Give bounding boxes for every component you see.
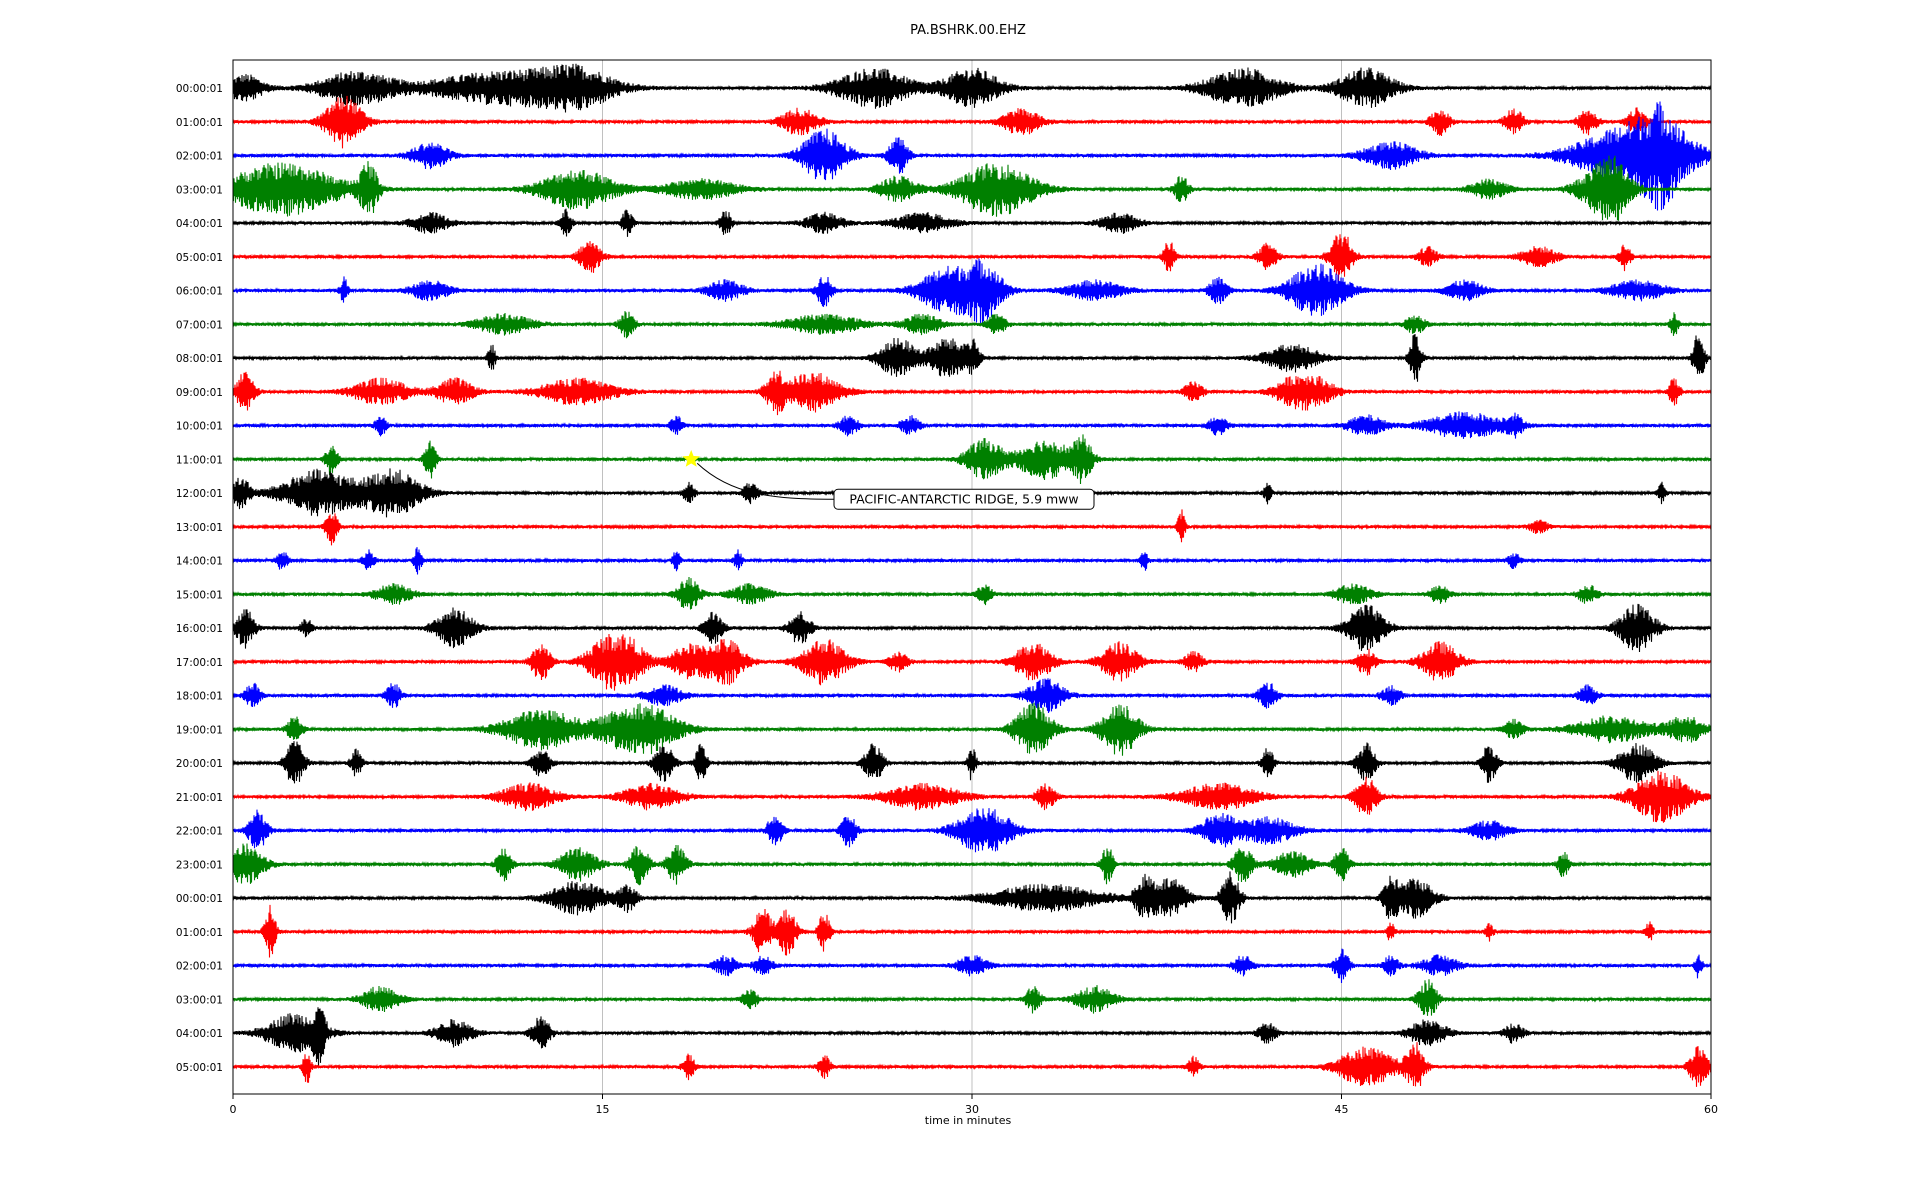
row-time-label: 12:00:01 [176,488,223,500]
trace-row [232,434,1712,484]
x-tick-label: 60 [1704,1103,1718,1116]
trace-row [232,333,1712,382]
row-time-label: 00:00:01 [176,83,223,95]
x-tick-label: 0 [230,1103,237,1116]
trace-row [232,904,1712,958]
trace-row [232,1007,1712,1068]
event-annotations: PACIFIC-ANTARCTIC RIDGE, 5.9 mww [682,449,1095,510]
row-time-label: 07:00:01 [176,319,223,331]
trace-row [232,702,1712,756]
chart-title: PA.BSHRK.00.EHZ [910,23,1026,38]
row-time-label: 06:00:01 [176,286,223,298]
row-time-label: 23:00:01 [176,859,223,871]
grid-lines [602,60,1342,1094]
trace-row [232,311,1712,339]
trace-row [232,843,1712,886]
trace-row [232,411,1712,439]
trace-row [232,577,1712,610]
trace-row [232,871,1712,924]
row-time-label: 15:00:01 [176,589,223,601]
trace-row [232,979,1712,1016]
row-time-label: 20:00:01 [176,758,223,770]
trace-row [232,95,1712,149]
row-time-label: 00:00:01 [176,893,223,905]
trace-row [232,678,1712,713]
row-time-label: 18:00:01 [176,691,223,703]
row-time-label: 02:00:01 [176,961,223,973]
trace-row [232,1042,1712,1087]
row-time-label: 13:00:01 [176,522,223,534]
trace-row [232,808,1712,853]
event-label-box [833,488,1095,510]
trace-row [232,63,1712,113]
trace-row [232,208,1712,237]
row-time-label: 22:00:01 [176,826,223,838]
plot-frame [232,59,1712,1095]
row-time-label: 19:00:01 [176,724,223,736]
trace-row [232,155,1712,221]
row-time-label: 05:00:01 [176,1062,223,1074]
row-time-label: 10:00:01 [176,421,223,433]
trace-row [232,101,1712,211]
trace-row [232,603,1712,652]
event-leader-line [696,462,835,500]
event-star-marker [682,449,701,467]
row-time-label: 02:00:01 [176,151,223,163]
trace-row [232,547,1712,575]
event-label: PACIFIC-ANTARCTIC RIDGE, 5.9 mww [849,491,1078,506]
row-time-label: 01:00:01 [176,117,223,129]
x-tick-label: 45 [1335,1103,1349,1116]
row-time-label: 03:00:01 [176,184,223,196]
row-time-label: 01:00:01 [176,927,223,939]
row-time-label: 11:00:01 [176,454,223,466]
trace-row [232,948,1712,983]
x-axis-label: time in minutes [925,1114,1012,1127]
row-time-label: 08:00:01 [176,353,223,365]
x-axis-ticks: 0 15 30 45 60 [230,1094,1718,1116]
trace-row [232,370,1712,416]
row-time-label: 21:00:01 [176,792,223,804]
trace-row [232,741,1712,784]
trace-group [232,63,1712,1087]
row-time-label: 14:00:01 [176,556,223,568]
row-time-label: 16:00:01 [176,623,223,635]
trace-row [232,509,1712,546]
row-time-label: 03:00:01 [176,994,223,1006]
row-time-label: 04:00:01 [176,1028,223,1040]
trace-row [232,633,1712,691]
trace-row [232,770,1712,823]
trace-row [232,258,1712,324]
x-tick-label: 30 [965,1103,979,1116]
row-time-label: 05:00:01 [176,252,223,264]
trace-row [232,234,1712,282]
row-time-label: 09:00:01 [176,387,223,399]
x-tick-label: 15 [596,1103,610,1116]
row-labels: 00:00:01 01:00:01 02:00:01 03:00:01 04:00:01… [176,83,223,1074]
row-time-label: 17:00:01 [176,657,223,669]
row-time-label: 04:00:01 [176,218,223,230]
